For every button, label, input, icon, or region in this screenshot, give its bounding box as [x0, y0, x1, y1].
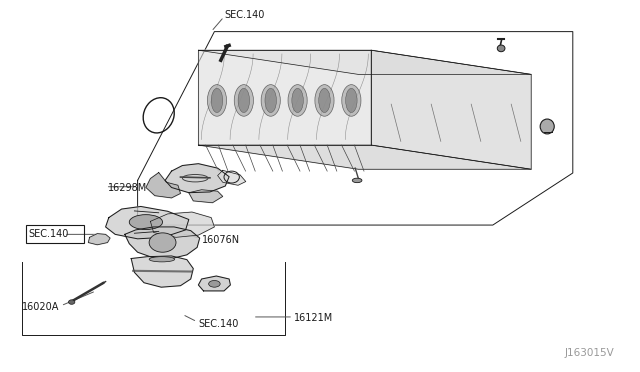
- Ellipse shape: [315, 85, 334, 116]
- Ellipse shape: [211, 89, 223, 112]
- Ellipse shape: [68, 300, 75, 304]
- Ellipse shape: [129, 215, 163, 230]
- Polygon shape: [198, 50, 531, 74]
- Ellipse shape: [288, 85, 307, 116]
- Polygon shape: [106, 206, 189, 239]
- Text: 16298M: 16298M: [108, 183, 147, 193]
- Ellipse shape: [497, 45, 505, 52]
- Ellipse shape: [265, 89, 276, 112]
- Ellipse shape: [319, 89, 330, 112]
- Ellipse shape: [207, 85, 227, 116]
- Ellipse shape: [540, 119, 554, 134]
- Bar: [26, 225, 84, 243]
- Ellipse shape: [149, 257, 175, 262]
- Ellipse shape: [292, 89, 303, 112]
- Ellipse shape: [352, 178, 362, 183]
- Ellipse shape: [149, 233, 176, 252]
- Text: SEC.140: SEC.140: [224, 10, 264, 20]
- Polygon shape: [165, 164, 229, 193]
- Polygon shape: [146, 173, 180, 198]
- Text: SEC.140: SEC.140: [28, 230, 68, 239]
- Ellipse shape: [346, 89, 357, 112]
- Polygon shape: [125, 227, 200, 259]
- Ellipse shape: [234, 85, 253, 116]
- Text: 16076N: 16076N: [202, 235, 240, 245]
- Polygon shape: [371, 50, 531, 169]
- Text: J163015V: J163015V: [564, 349, 614, 358]
- Polygon shape: [198, 276, 230, 291]
- Text: 16020A: 16020A: [22, 302, 60, 312]
- Ellipse shape: [209, 280, 220, 287]
- Polygon shape: [218, 170, 246, 185]
- Polygon shape: [88, 234, 110, 245]
- Polygon shape: [150, 212, 214, 237]
- Ellipse shape: [238, 89, 250, 112]
- Polygon shape: [131, 256, 193, 287]
- Text: SEC.140: SEC.140: [198, 319, 239, 328]
- Ellipse shape: [342, 85, 361, 116]
- Polygon shape: [198, 145, 531, 169]
- Ellipse shape: [261, 85, 280, 116]
- Polygon shape: [189, 190, 223, 203]
- Text: 16121M: 16121M: [294, 313, 333, 323]
- Polygon shape: [198, 50, 371, 145]
